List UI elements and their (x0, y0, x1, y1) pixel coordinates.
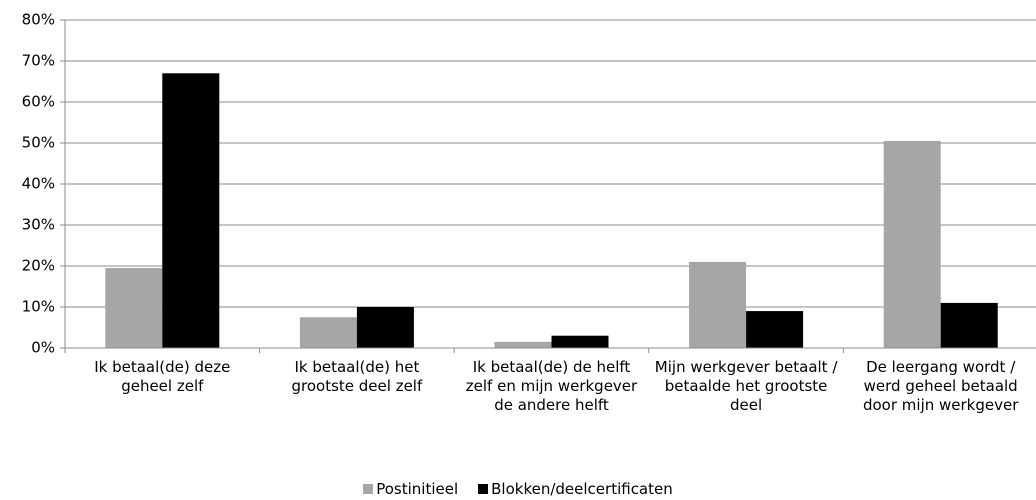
y-tick-label: 60% (22, 93, 55, 111)
bar (883, 140, 941, 348)
bar (551, 335, 609, 348)
legend-swatch (478, 484, 489, 494)
y-tick-label: 70% (22, 52, 55, 70)
bar (356, 307, 414, 348)
legend-label: Blokken/deelcertificaten (491, 480, 673, 498)
y-tick-label: 0% (31, 339, 55, 357)
x-tick-label: Ik betaal(de) het grootste deel zelf (291, 358, 423, 395)
legend-swatch (363, 484, 374, 494)
x-tick-label: Ik betaal(de) de helft zelf en mijn werk… (465, 358, 638, 414)
y-tick-label: 50% (22, 134, 55, 152)
legend: Postinitieel Blokken/deelcertificaten (0, 480, 1036, 498)
y-tick-label: 40% (22, 175, 55, 193)
legend-label: Postinitieel (376, 480, 459, 498)
y-tick-label: 30% (22, 216, 55, 234)
bar (299, 317, 357, 348)
y-tick-label: 10% (22, 298, 55, 316)
bar (105, 268, 163, 348)
bar (746, 311, 804, 348)
x-tick-label: De leergang wordt / werd geheel betaald … (862, 358, 1019, 414)
y-tick-label: 20% (22, 257, 55, 275)
legend-item: Postinitieel (363, 480, 458, 498)
x-tick-label: Ik betaal(de) deze geheel zelf (94, 358, 231, 395)
bar (162, 73, 220, 349)
bar (494, 341, 552, 348)
bar (940, 302, 998, 348)
bar (689, 261, 747, 348)
y-tick-label: 80% (22, 11, 55, 29)
x-tick-label: Mijn werkgever betaalt / betaalde het gr… (654, 358, 838, 414)
legend-item: Blokken/deelcertificaten (478, 480, 673, 498)
